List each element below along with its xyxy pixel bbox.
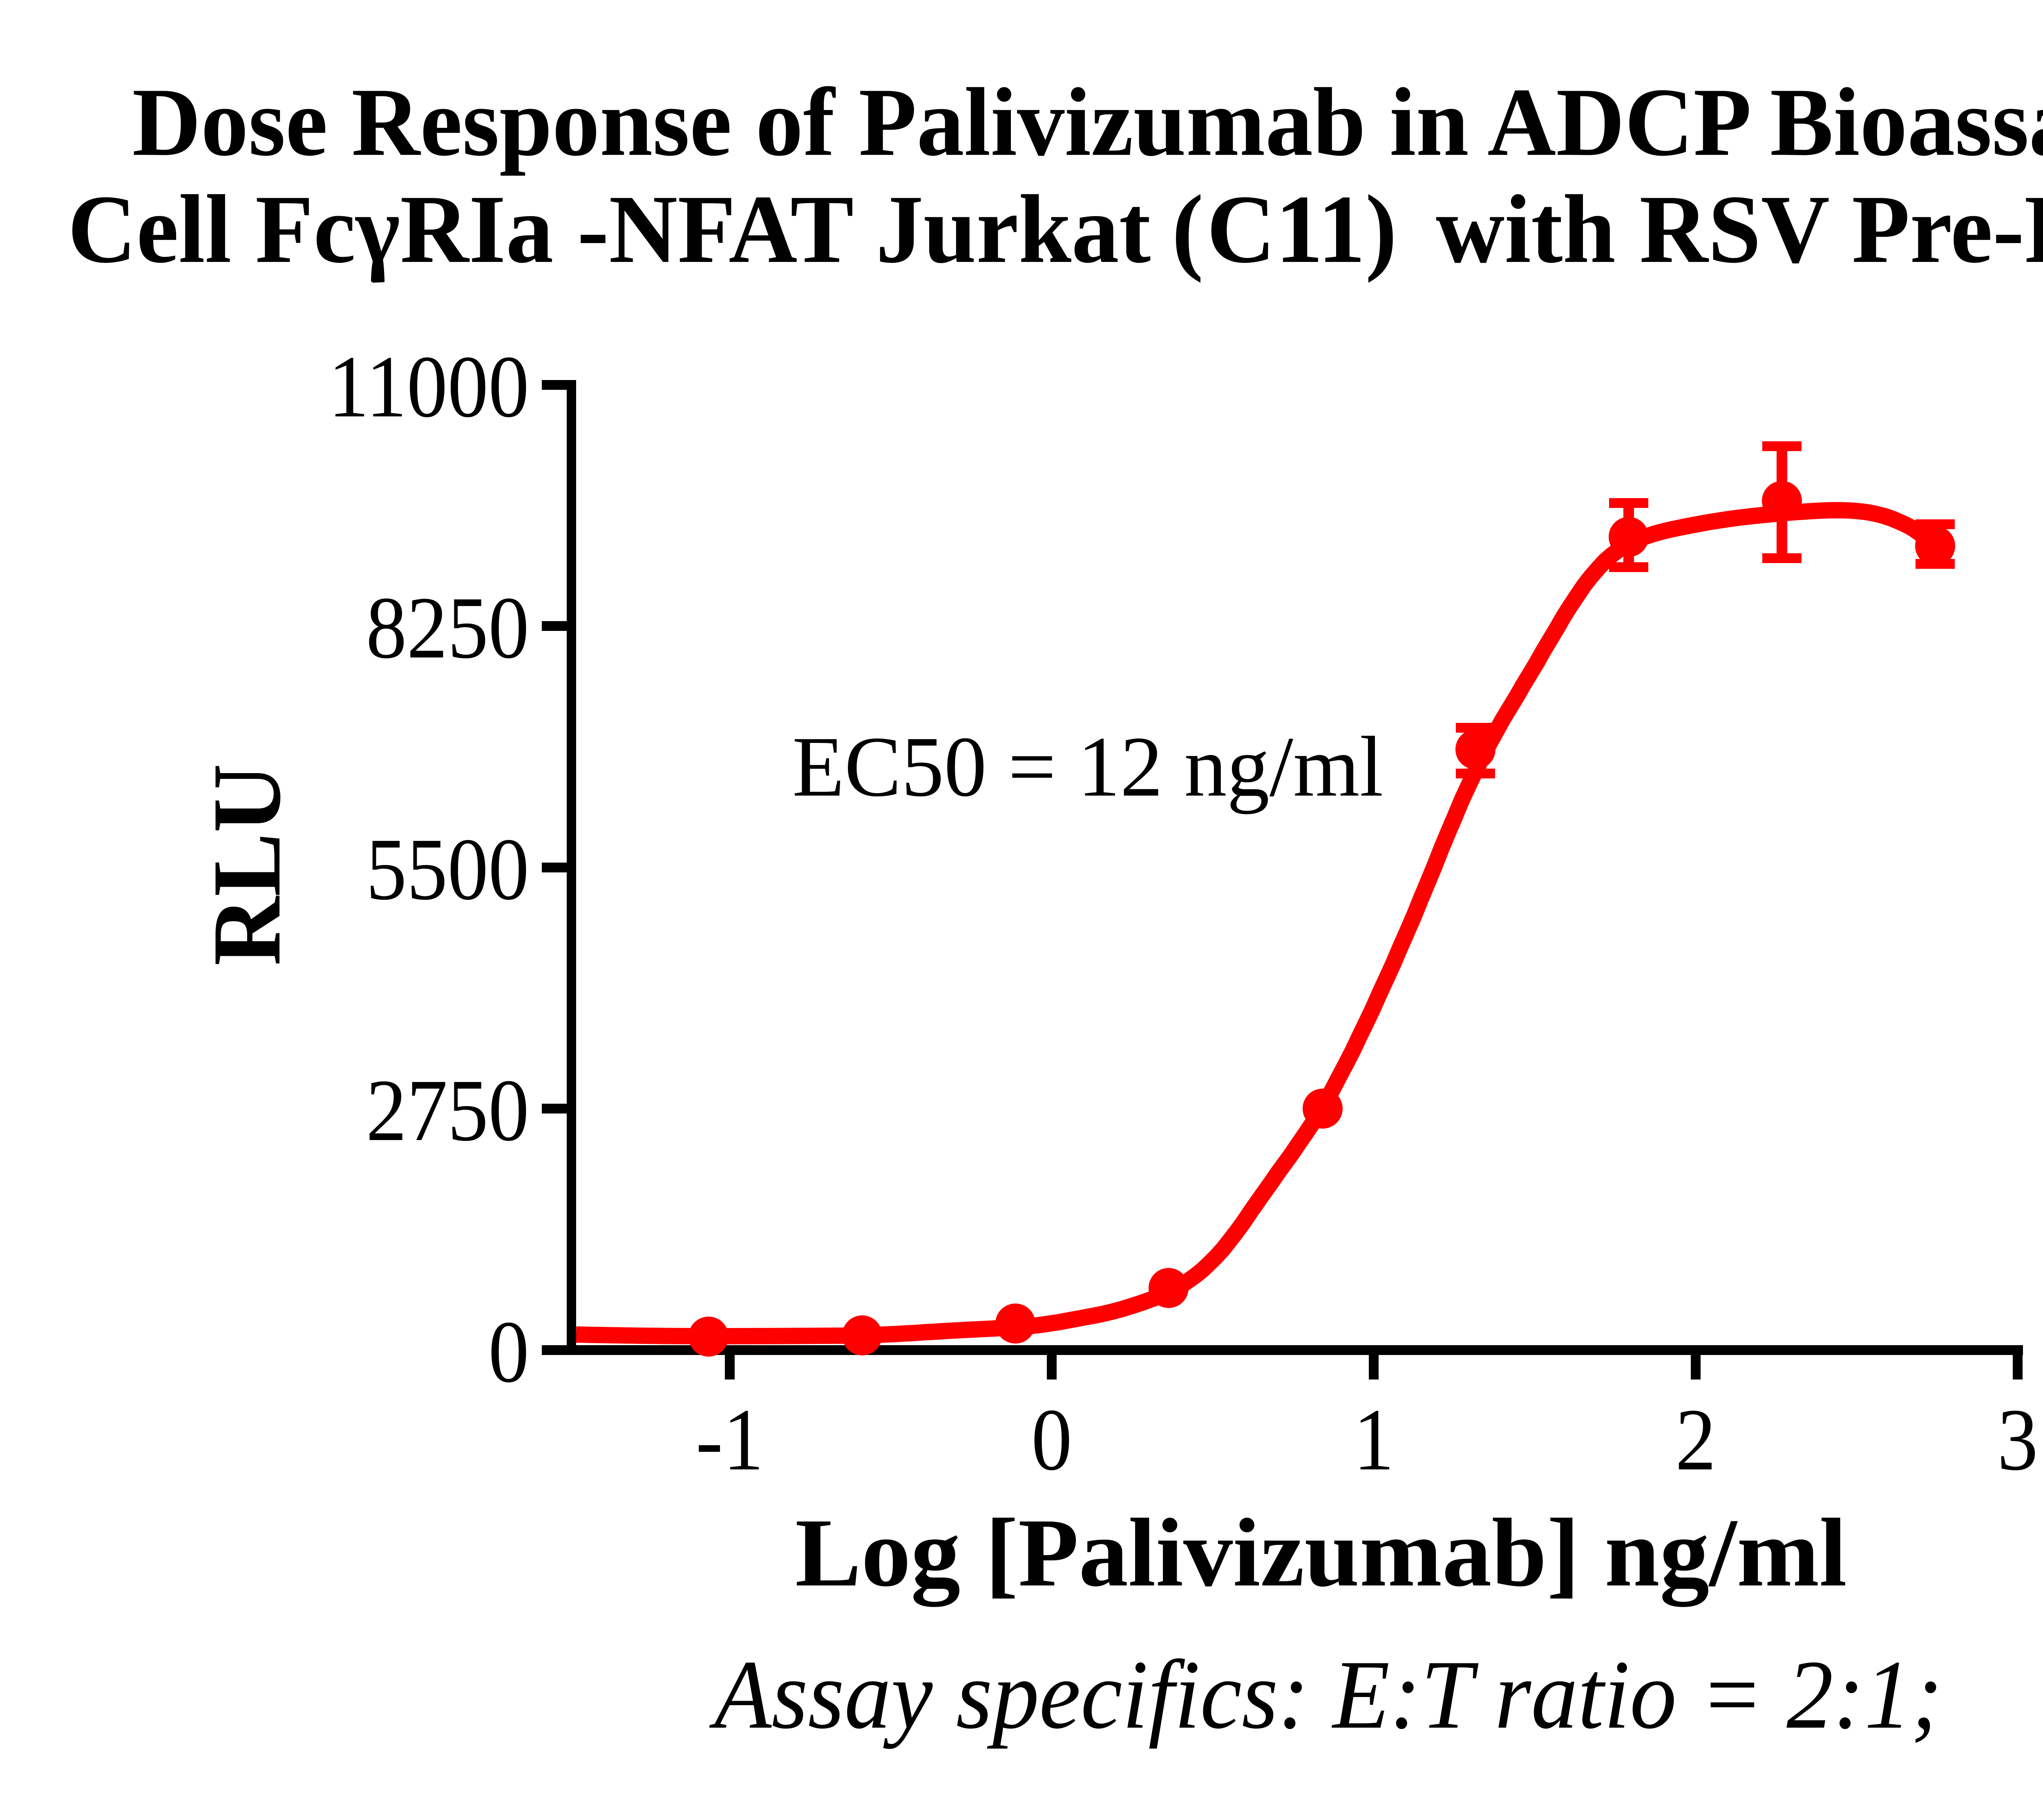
svg-text:11000: 11000: [328, 338, 529, 436]
svg-text:3: 3: [1997, 1391, 2038, 1489]
svg-text:Log [Palivizumab] ng/ml: Log [Palivizumab] ng/ml: [795, 1499, 1847, 1607]
svg-text:5500: 5500: [366, 820, 529, 918]
svg-text:0: 0: [1031, 1391, 1072, 1489]
svg-text:-1: -1: [696, 1391, 764, 1489]
svg-text:EC50 = 12 ng/ml: EC50 = 12 ng/ml: [792, 719, 1384, 814]
svg-text:2: 2: [1675, 1391, 1716, 1489]
svg-text:1: 1: [1353, 1391, 1394, 1489]
svg-text:8250: 8250: [366, 579, 529, 677]
svg-text:RLU: RLU: [193, 764, 301, 966]
svg-text:Cell FcγRIa -NFAT Jurkat(C11): Cell FcγRIa -NFAT Jurkat (C11) with RSV P…: [68, 175, 2043, 283]
svg-text:Dose Response of Palivizumab i: Dose Response of Palivizumab in ADCP Bio…: [132, 68, 2043, 176]
svg-text:Assay specifics: E:T ratio = 2: Assay specifics: E:T ratio = 2:1;: [709, 1640, 1942, 1749]
svg-text:2750: 2750: [366, 1061, 529, 1159]
svg-text:0: 0: [488, 1303, 529, 1401]
